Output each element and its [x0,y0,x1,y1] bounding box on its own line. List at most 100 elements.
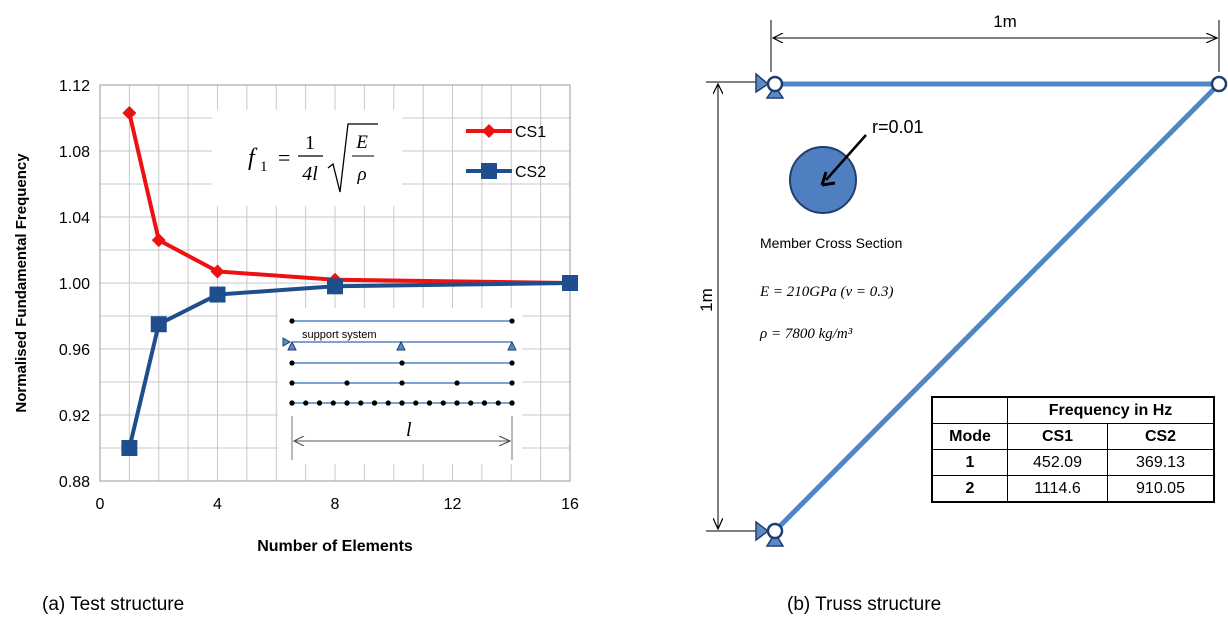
inset-node [385,400,391,406]
inset-node [509,318,515,324]
inset-element-rows [282,318,517,406]
inset-node [371,400,378,406]
inset-node [289,360,295,366]
y-tick-label: 1.04 [59,210,90,227]
data-point [327,278,343,295]
y-tick-label: 1.00 [59,276,90,293]
density-label: ρ = 7800 kg/m³ [759,326,853,342]
data-point [209,286,226,303]
inset-node [344,380,350,386]
data-point [210,264,225,279]
table-cell-cs2: 369.13 [1107,449,1215,476]
cross-section-label: Member Cross Section [760,235,902,251]
caption-a: (a) Test structure [42,594,185,615]
formula-numerator: 1 [305,132,315,154]
inset-node [344,400,350,406]
x-tick-label: 4 [213,496,222,513]
legend-cs1-marker [482,124,496,138]
frequency-table: Frequency in Hz Mode CS1 CS2 1 452.09 36… [931,396,1215,503]
inset-node [358,400,364,406]
radius-label: r=0.01 [872,117,924,137]
table-group-header: Frequency in Hz [1007,396,1215,424]
inset-support [396,340,406,351]
inset-node [454,380,460,386]
truss-panel: 1m 1m r=0.01 Member Cross Section E = 21… [697,12,1228,547]
inset-node [440,400,446,406]
support-system-inset: support system l [278,308,522,464]
y-tick-label: 1.12 [59,78,90,95]
x-tick-label: 0 [96,496,105,513]
table-row: 1 452.09 369.13 [931,449,1215,476]
height-dimension-label: 1m [697,288,716,312]
table-col-mode: Mode [931,423,1008,450]
caption-b: (b) Truss structure [787,594,942,615]
inset-node [303,400,309,406]
y-tick-label: 1.08 [59,144,90,161]
inset-node [316,400,323,406]
inset-node [509,380,515,386]
table-cell-cs1: 452.09 [1007,449,1108,476]
table-cell-cs1: 1114.6 [1007,475,1108,503]
data-point [121,440,138,456]
table-cell-cs2: 910.05 [1107,475,1215,503]
x-tick-label: 8 [331,496,340,513]
bottom-left-support [755,520,785,547]
inset-node [399,400,405,406]
inset-node [289,318,295,324]
top-left-support [755,72,785,99]
inset-node [509,400,515,406]
inset-node [454,400,460,406]
inset-support [287,340,297,351]
x-tick-label: 12 [444,496,462,513]
data-point [562,275,578,291]
formula-rad-num: E [355,132,368,153]
inset-node [426,400,433,406]
formula-sub: 1 [260,159,268,175]
table-row: 2 1114.6 910.05 [931,475,1215,503]
inset-node [468,400,474,406]
legend-cs2-label: CS2 [515,164,546,181]
inset-node [289,380,295,386]
inset-node [330,400,336,406]
data-point [122,106,137,121]
inset-support [282,337,292,347]
y-axis-title: Normalised Fundamental Frequency [13,153,30,413]
series-cs2 [121,275,578,456]
data-point [151,233,166,248]
svg-text:=: = [278,145,290,170]
inset-node [399,360,405,366]
inset-length-label: l [406,419,412,441]
x-tick-label: 16 [561,496,579,513]
y-tick-labels: 0.88 0.92 0.96 1.00 1.04 1.08 1.12 [59,78,90,491]
formula-denominator: 4l [302,163,318,185]
inset-node [289,400,295,406]
x-tick-labels: 0 4 8 12 16 [96,496,579,513]
table-cell-mode: 1 [931,449,1008,476]
inset-node [481,400,488,406]
inset-node [495,400,501,406]
formula-lhs: f [248,145,258,171]
frequency-formula: f 1 = 1 4l E ρ [212,110,402,206]
chart-series [121,106,578,456]
data-point [150,316,167,333]
formula-rad-den: ρ [356,164,366,185]
inset-node [413,400,419,406]
support-system-label: support system [302,329,377,341]
y-tick-label: 0.96 [59,342,90,359]
free-joint [1210,75,1228,93]
diagonal-member [773,82,1221,533]
legend: CS1 CS2 [466,124,546,181]
inset-support [507,340,517,351]
inset-node [399,380,405,386]
table-col-cs2: CS2 [1107,423,1215,450]
y-tick-label: 0.92 [59,408,90,425]
chart-panel: 0.88 0.92 0.96 1.00 1.04 1.08 1.12 0 4 8 12 16 Nor… [13,78,579,555]
width-dimension-label: 1m [993,12,1017,31]
table-col-cs1: CS1 [1007,423,1108,450]
x-axis-title: Number of Elements [257,538,413,555]
inset-node [509,360,515,366]
table-cell-mode: 2 [931,475,1008,503]
legend-cs2-marker [481,163,497,179]
modulus-label: E = 210GPa (ν = 0.3) [759,284,894,300]
